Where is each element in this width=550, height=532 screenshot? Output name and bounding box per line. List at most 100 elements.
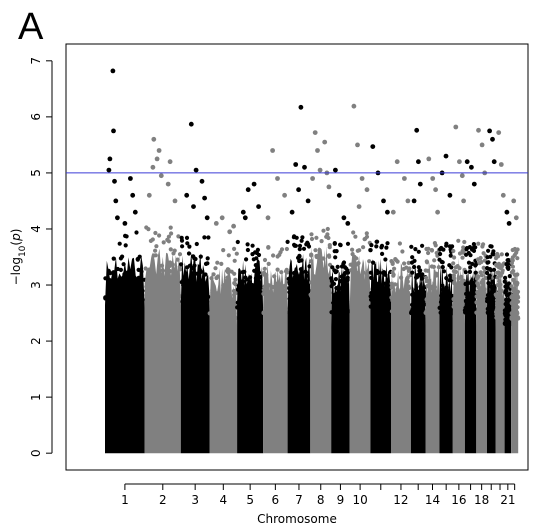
chromosome-4-points — [207, 215, 239, 454]
scatter-point — [485, 255, 490, 260]
scatter-point — [440, 265, 445, 270]
scatter-point — [357, 248, 362, 253]
x-tick-label: 7 — [295, 493, 303, 507]
scatter-point — [137, 279, 142, 284]
scatter-point — [175, 257, 180, 262]
peak-point — [310, 176, 315, 181]
y-tick-label: 7 — [29, 57, 43, 65]
peak-point — [202, 195, 208, 201]
scatter-point — [233, 316, 238, 321]
peak-point — [511, 198, 517, 204]
scatter-point — [305, 299, 310, 304]
scatter-point — [193, 256, 198, 262]
peak-point — [433, 187, 438, 193]
scatter-point — [307, 264, 312, 269]
scatter-point — [170, 283, 175, 288]
scatter-point — [494, 309, 499, 315]
scatter-point — [426, 310, 431, 315]
scatter-point — [345, 302, 350, 307]
scatter-point — [503, 310, 508, 315]
scatter-point — [305, 242, 311, 247]
scatter-point — [143, 266, 148, 271]
scatter-point — [219, 309, 224, 314]
scatter-point — [166, 234, 171, 239]
scatter-point — [253, 263, 258, 268]
scatter-point — [339, 274, 344, 279]
scatter-point — [301, 246, 307, 251]
peak-point — [219, 215, 225, 221]
scatter-point — [354, 256, 359, 261]
peak-point — [199, 178, 205, 184]
scatter-point — [309, 280, 314, 285]
scatter-point — [511, 298, 516, 303]
scatter-point — [416, 265, 421, 270]
scatter-point — [248, 275, 253, 280]
scatter-point — [504, 252, 510, 257]
chromosome-18-points — [474, 127, 489, 454]
peak-point — [122, 221, 128, 226]
scatter-point — [426, 250, 431, 256]
scatter-point — [282, 305, 288, 310]
scatter-point — [121, 262, 126, 267]
scatter-point — [168, 260, 173, 265]
chromosome-3-points — [179, 121, 211, 454]
scatter-point — [361, 245, 366, 250]
scatter-point — [435, 310, 440, 315]
scatter-point — [478, 286, 484, 291]
scatter-point — [393, 301, 398, 306]
scatter-point — [368, 248, 373, 253]
scatter-point — [335, 298, 340, 303]
scatter-point — [464, 252, 469, 257]
scatter-point — [287, 280, 292, 285]
peak-point — [479, 142, 485, 148]
x-tick-label: 9 — [337, 493, 345, 507]
scatter-point — [438, 300, 444, 305]
peak-point — [112, 178, 117, 184]
scatter-point — [406, 286, 412, 291]
scatter-point — [434, 273, 439, 278]
peak-point — [356, 204, 362, 210]
scatter-point — [453, 265, 458, 270]
scatter-point — [476, 241, 481, 246]
scatter-point — [215, 260, 220, 265]
scatter-point — [486, 281, 491, 286]
peak-point — [394, 159, 400, 165]
scatter-point — [466, 260, 472, 265]
chromosome-6-points — [261, 148, 290, 454]
scatter-point — [285, 239, 290, 244]
scatter-point — [250, 289, 255, 294]
scatter-point — [317, 294, 322, 299]
scatter-point — [321, 256, 326, 261]
scatter-point — [467, 245, 472, 250]
scatter-point — [321, 228, 326, 233]
peak-point — [111, 128, 116, 134]
scatter-point — [486, 248, 491, 253]
y-axis-title-part: 10 — [18, 245, 28, 257]
scatter-point — [206, 294, 211, 299]
scatter-point — [486, 306, 491, 311]
scatter-point — [333, 255, 338, 260]
peak-point — [289, 209, 295, 215]
scatter-point — [369, 243, 374, 248]
scatter-point — [292, 243, 297, 248]
peak-point — [293, 162, 299, 167]
scatter-point — [284, 267, 289, 272]
scatter-point — [192, 263, 197, 268]
scatter-point — [507, 274, 512, 279]
scatter-point — [416, 307, 421, 312]
scatter-point — [181, 292, 186, 297]
peak-point — [188, 121, 194, 127]
peak-point — [430, 176, 436, 181]
scatter-point — [220, 301, 225, 306]
scatter-point — [334, 291, 339, 297]
chromosome-3-bulk — [180, 252, 210, 454]
scatter-point — [515, 311, 520, 316]
x-tick-label: 8 — [317, 493, 325, 507]
peak-point — [193, 167, 199, 173]
chromosome-9-points — [329, 167, 352, 454]
scatter-point — [420, 243, 425, 248]
scatter-point — [437, 257, 442, 262]
scatter-point — [180, 244, 185, 249]
scatter-point — [515, 256, 520, 261]
